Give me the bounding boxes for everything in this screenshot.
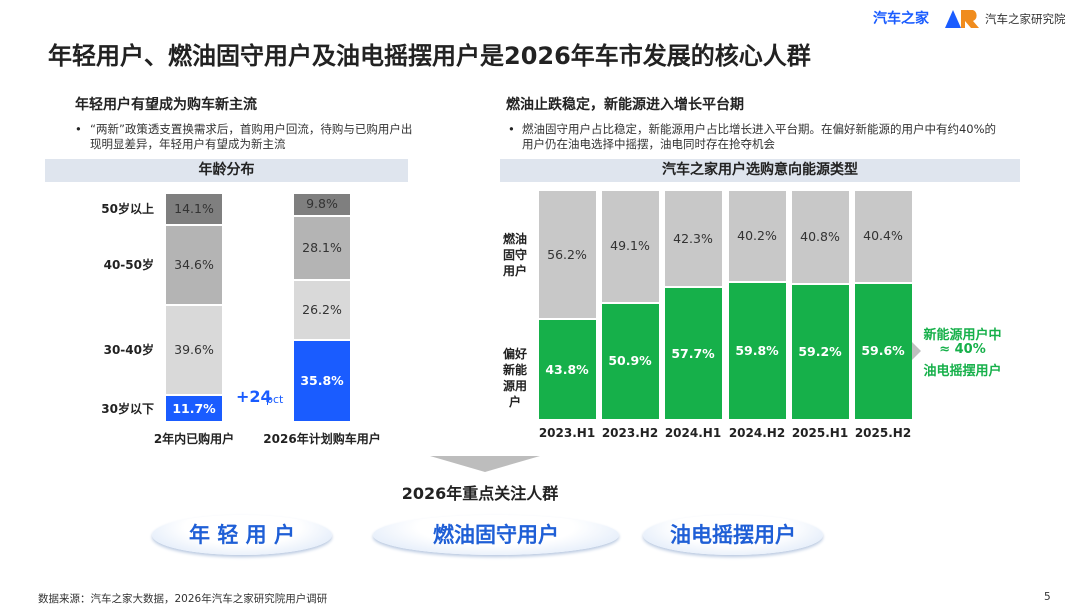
value-label: 56.2% [547,246,587,262]
value-label: 39.6% [174,341,214,357]
focus-group: 年 轻 用 户 [152,515,332,555]
value-label: 14.1% [174,201,214,217]
bar-segment [294,281,350,339]
legend-label: 40-50岁 [103,257,154,272]
annotation: 新能源用户中 [923,328,1002,343]
focus-group: 燃油固守用户 [373,515,619,555]
value-label: 40.2% [737,228,777,244]
bar-segment [728,191,786,282]
bar-segment [854,283,912,419]
bar-segment [538,320,596,419]
bar-segment [166,396,222,421]
annotation: +24 [236,387,272,406]
bar-segment [166,305,222,395]
value-label: 50.9% [608,353,652,369]
x-tick-label: 2024.H1 [664,426,722,440]
value-label: 59.6% [861,343,905,359]
chart-title: 汽车之家用户选购意向能源类型 [500,159,1020,182]
value-label: 28.1% [302,239,342,255]
legend-label: 30-40岁 [103,342,154,357]
right-bullet: 燃油固守用户占比稳定，新能源用户占比增长进入平台期。在偏好新能源的用户中有约40… [522,122,997,151]
bar-segment [601,303,659,419]
value-label: 59.8% [735,343,779,359]
bar-segment [166,194,222,225]
slide-title: 年轻用户、燃油固守用户及油电摇摆用户是2026年车市发展的核心人群 [48,42,811,70]
legend-label: 30岁以下 [101,401,154,416]
value-label: 40.4% [863,228,903,244]
legend-label: 偏好新能源用户 [502,346,527,409]
value-label: 11.7% [172,400,216,416]
x-tick-label: 2025.H2 [854,426,912,440]
annotation: ≈ 40% [939,342,986,357]
chart-title: 年龄分布 [45,159,408,182]
bullet-dot: • [508,122,515,136]
bar-segment [294,341,350,421]
brand: 汽车之家 [873,11,929,27]
legend-label: 50岁以上 [101,202,154,217]
value-label: 59.2% [798,343,842,359]
value-label: 34.6% [174,256,214,272]
bar-segment [791,284,849,419]
right-heading: 燃油止跌稳定，新能源进入增长平台期 [506,97,744,113]
value-label: 9.8% [306,196,338,212]
bar-segment [791,191,849,283]
bar-segment [664,191,722,287]
bullet-dot: • [75,122,82,136]
bar-segment [854,191,912,282]
x-tick-label: 2023.H1 [538,426,596,440]
bar-segment [728,283,786,419]
bar-segment [294,216,350,279]
x-tick-label: 2026年计划购车用户 [263,432,381,446]
x-tick-label: 2024.H2 [728,426,786,440]
value-label: 43.8% [545,361,589,377]
annotation: 油电摇摆用户 [923,364,1002,379]
logo-icon [945,10,979,28]
value-label: 26.2% [302,302,342,318]
value-label: 42.3% [673,230,713,246]
value-label: 49.1% [610,238,650,254]
x-tick-label: 2023.H2 [601,426,659,440]
focus-heading: 2026年重点关注人群 [401,484,559,503]
x-tick-label: 2年内已购用户 [153,432,235,446]
bar-segment [294,194,350,215]
left-bullet: “两新”政策透支置换需求后，首购用户回流，待购与已购用户出现明显差异，年轻用户有… [90,122,413,151]
annotation: pct [266,393,284,406]
page-number: 5 [1044,591,1051,603]
bar-segment [664,288,722,419]
source: 数据来源：汽车之家大数据，2026年汽车之家研究院用户调研 [38,593,328,605]
x-tick-label: 2025.H1 [791,426,849,440]
bar-segment [601,191,659,302]
institute: 汽车之家研究院 [985,12,1066,26]
value-label: 40.8% [800,228,840,244]
bar-segment [538,191,596,319]
bar-segment [166,226,222,304]
down-triangle [430,456,540,472]
focus-group: 油电摇摆用户 [643,515,823,555]
legend-label: 燃油固守用户 [502,231,527,278]
value-label: 35.8% [300,373,344,388]
value-label: 57.7% [671,345,715,361]
left-heading: 年轻用户有望成为购车新主流 [75,97,257,113]
